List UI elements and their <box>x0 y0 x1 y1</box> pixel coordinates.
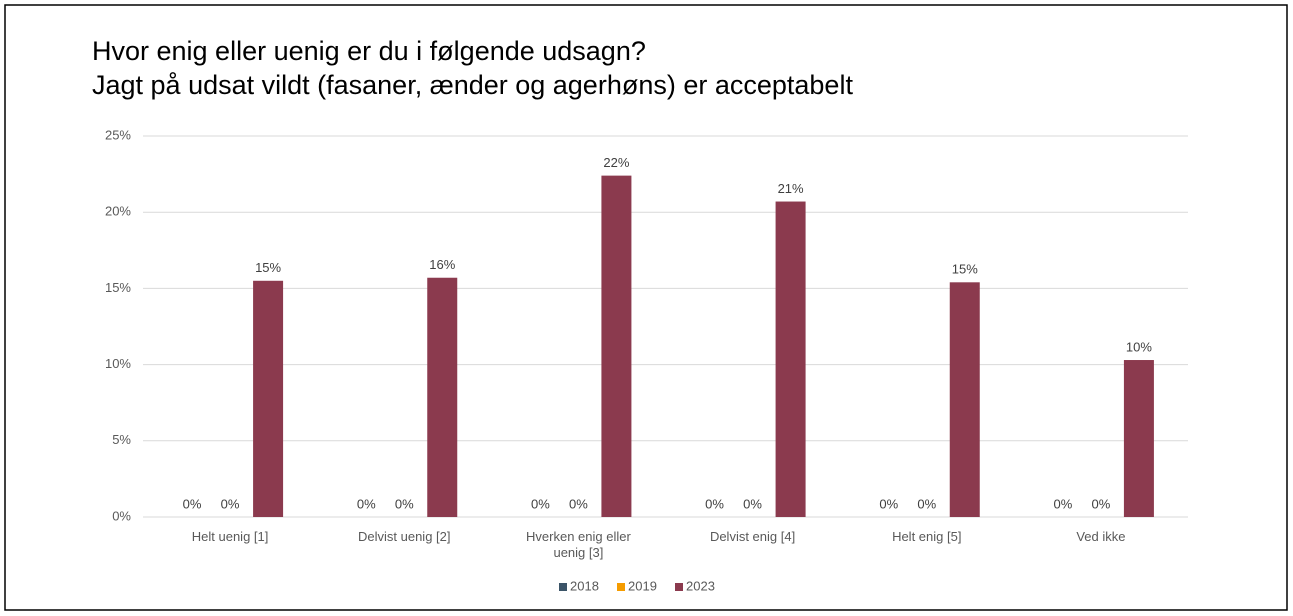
bar <box>949 282 980 517</box>
y-tick-label: 10% <box>105 356 131 371</box>
chart-frame <box>4 4 1288 611</box>
x-tick-label: Delvist uenig [2] <box>358 529 451 544</box>
y-tick-label: 5% <box>112 432 131 447</box>
bar <box>253 280 284 517</box>
data-label: 0% <box>395 496 414 511</box>
data-label: 15% <box>952 262 978 277</box>
x-tick-label: Ved ikke <box>1076 529 1126 544</box>
x-tick-label: Helt enig [5] <box>892 529 962 544</box>
legend-swatch <box>559 583 567 591</box>
data-label: 0% <box>531 496 550 511</box>
data-label: 21% <box>778 181 804 196</box>
bar <box>775 201 806 518</box>
data-label: 0% <box>357 496 376 511</box>
data-label: 10% <box>1126 339 1152 354</box>
y-tick-label: 15% <box>105 280 131 295</box>
y-tick-label: 0% <box>112 508 131 523</box>
chart-title: Jagt på udsat vildt (fasaner, ænder og a… <box>92 70 853 100</box>
bar <box>427 277 458 517</box>
data-label: 0% <box>1092 496 1111 511</box>
chart-title: Hvor enig eller uenig er du i følgende u… <box>92 36 646 66</box>
legend-label: 2018 <box>570 578 599 593</box>
data-label: 15% <box>255 260 281 275</box>
data-label: 0% <box>917 496 936 511</box>
data-label: 0% <box>1054 496 1073 511</box>
legend-swatch <box>675 583 683 591</box>
y-tick-label: 20% <box>105 204 131 219</box>
legend-label: 2023 <box>686 578 715 593</box>
data-label: 22% <box>603 155 629 170</box>
x-tick-label: Delvist enig [4] <box>709 529 796 544</box>
data-label: 16% <box>429 257 455 272</box>
legend-swatch <box>617 583 625 591</box>
data-label: 0% <box>743 496 762 511</box>
x-tick-label: Hverken enig eller uenig [3] <box>526 529 631 560</box>
legend-label: 2019 <box>628 578 657 593</box>
data-label: 0% <box>569 496 588 511</box>
bar <box>1123 360 1154 517</box>
data-label: 0% <box>705 496 724 511</box>
data-label: 0% <box>221 496 240 511</box>
data-label: 0% <box>879 496 898 511</box>
data-label: 0% <box>183 496 202 511</box>
x-tick-label: Helt uenig [1] <box>191 529 269 544</box>
y-tick-label: 25% <box>105 127 131 142</box>
bar <box>601 175 632 517</box>
